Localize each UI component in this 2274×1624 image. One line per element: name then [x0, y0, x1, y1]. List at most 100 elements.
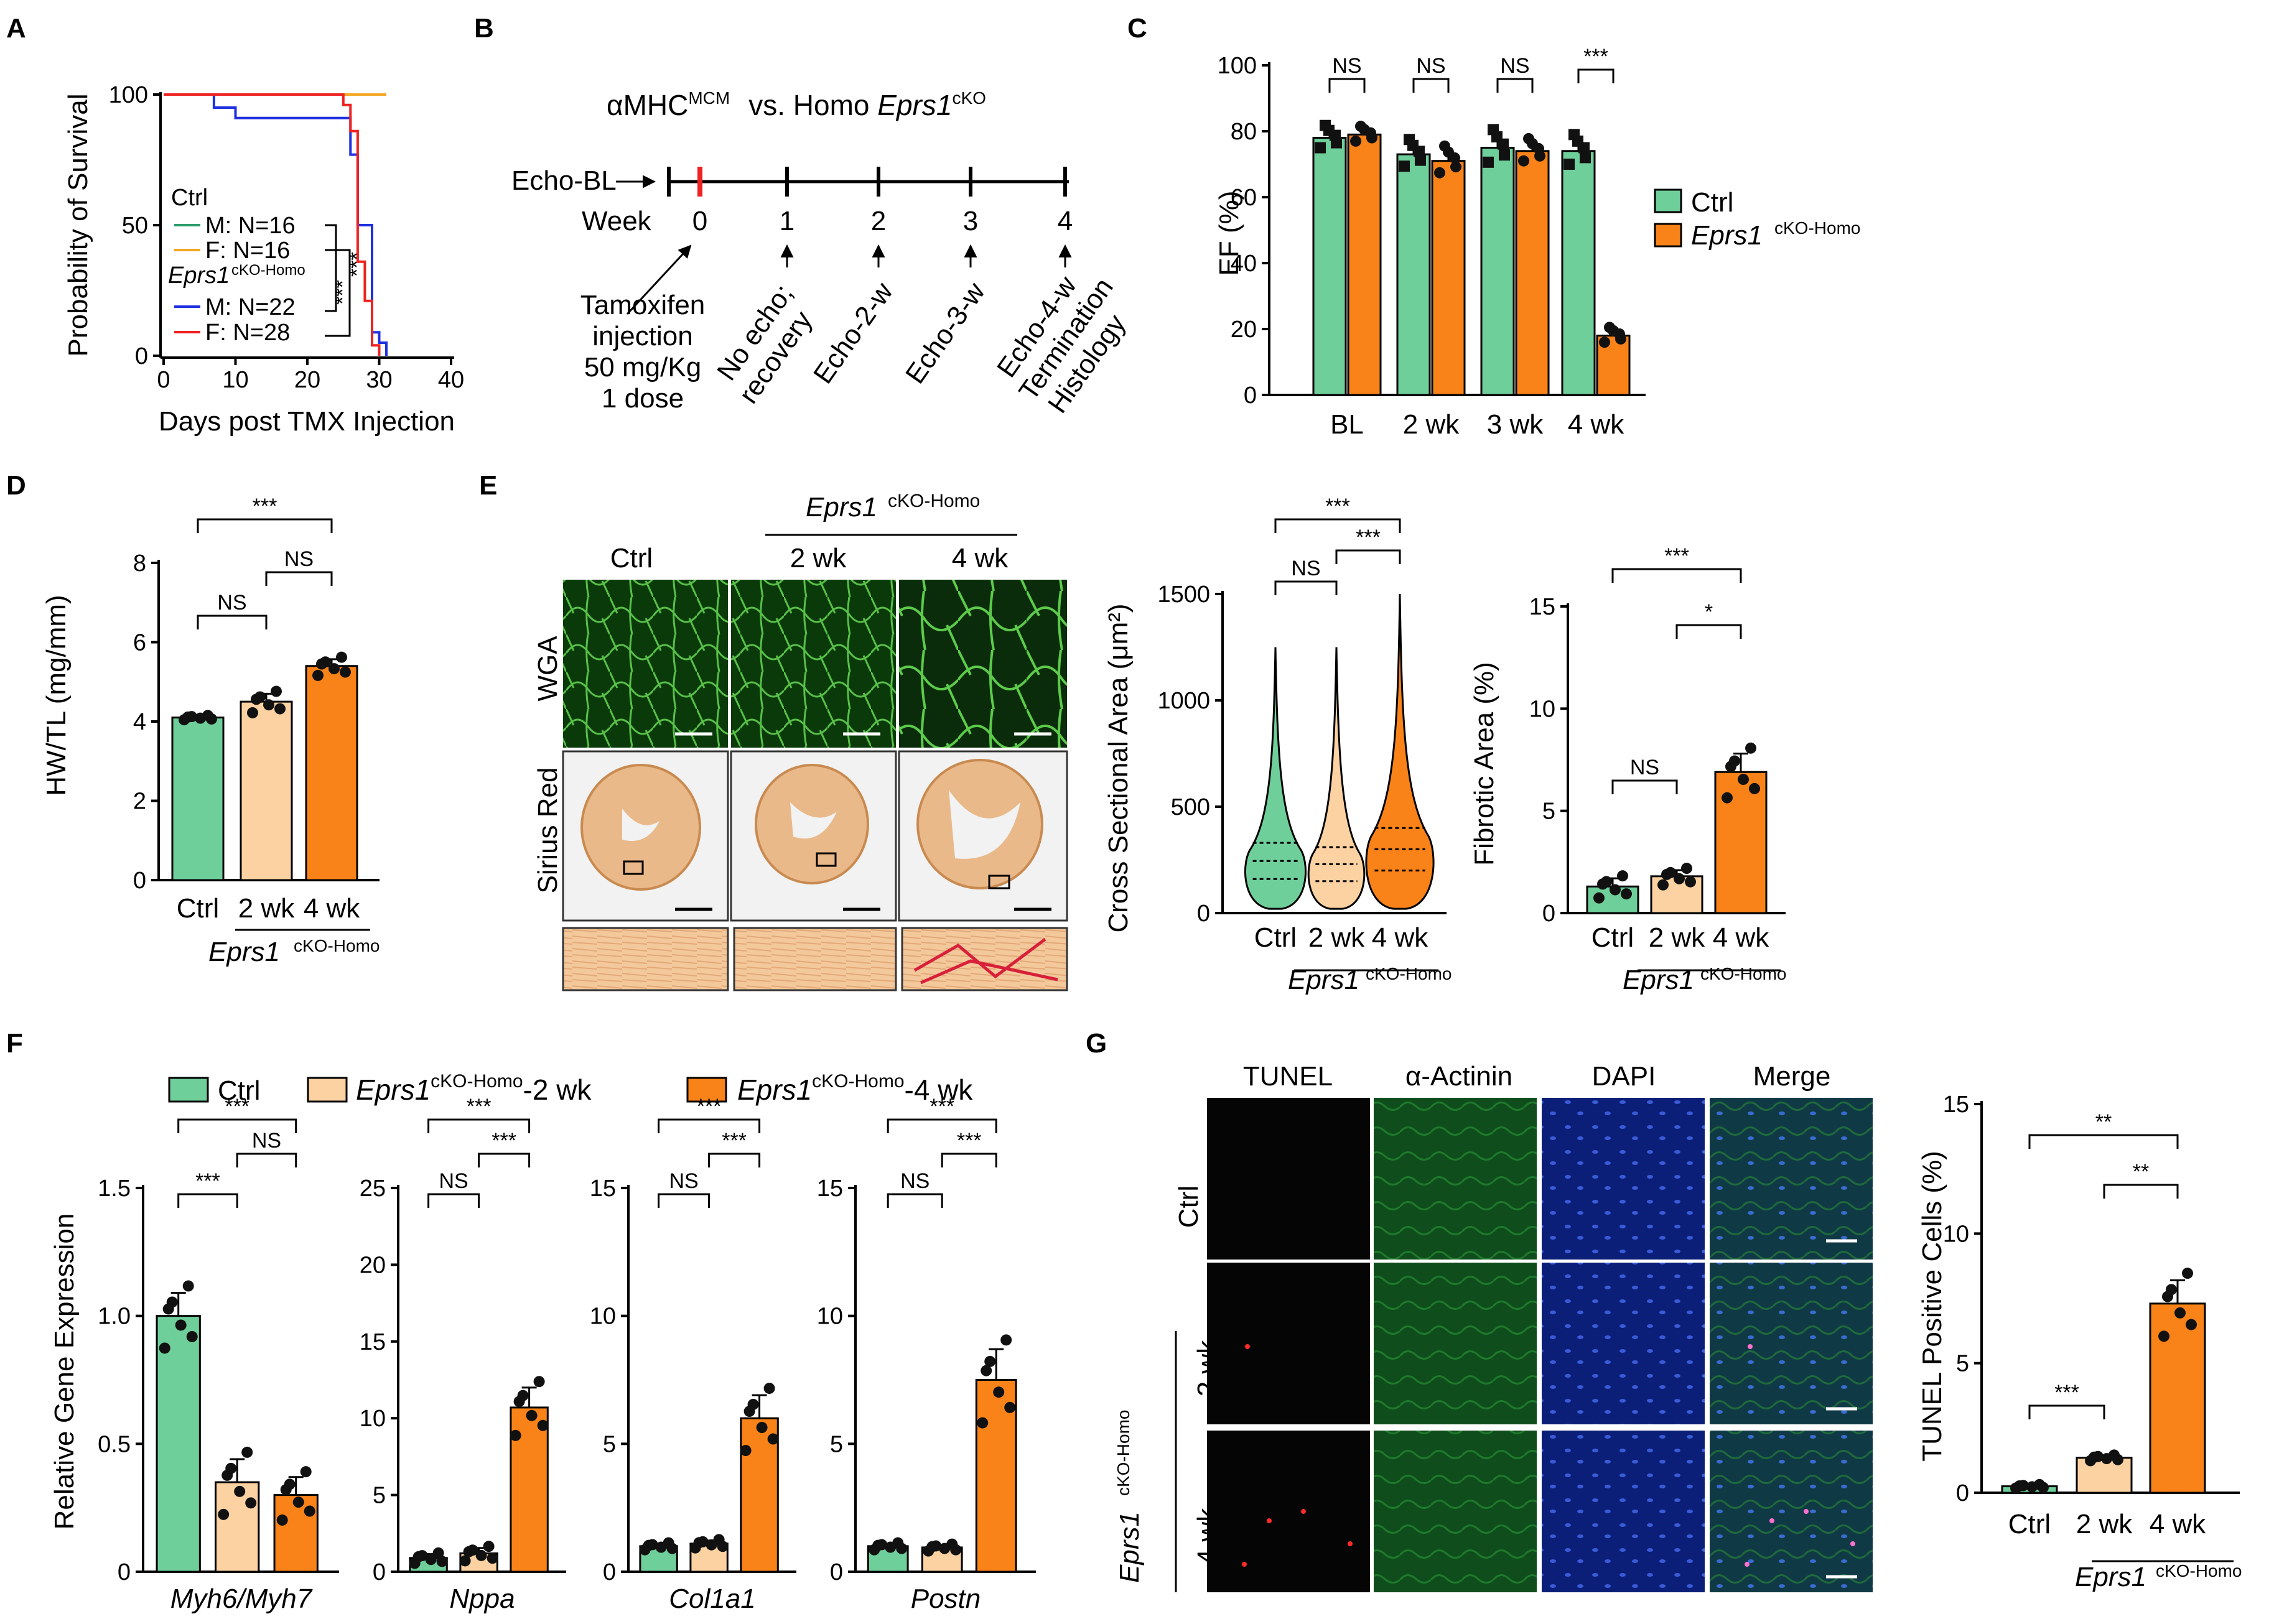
f-legend-4wk: Eprs1cKO-Homo-4 wk: [737, 1071, 973, 1106]
f2-ytick-label: 5: [373, 1483, 386, 1509]
f1-sig-bracket: [236, 1153, 297, 1167]
f3-point: [693, 1537, 705, 1549]
g-ytick-label: 15: [1943, 1092, 1969, 1118]
e-violin-cat-label: 2 wk: [1308, 922, 1365, 953]
e-violin-sig-bracket: [1274, 580, 1338, 595]
e-heart-4wk-lumen: [949, 790, 1020, 859]
f3-gene-label: Col1a1: [669, 1584, 755, 1614]
d-bar: [240, 700, 293, 881]
f4-ytick-label: 5: [830, 1431, 843, 1457]
e-roi-4wk: [988, 875, 1010, 889]
e-fib-ytick-label: 5: [1542, 799, 1555, 825]
g-y-label: TUNEL Positive Cells (%): [1917, 1151, 1947, 1462]
b-echo2: Echo-2-w: [808, 277, 899, 389]
f-legend-ctrl: Ctrl: [218, 1075, 260, 1106]
f1-sig-label: ***: [225, 1095, 249, 1118]
e-violin-sig-bracket: [1335, 549, 1401, 564]
c-cat-label: 2 wk: [1403, 409, 1460, 440]
d-ytick-label: 8: [133, 550, 146, 577]
e-fib-ytick-label: 15: [1529, 594, 1555, 620]
c-ytick-label: 40: [1231, 251, 1257, 277]
panel-d-hwtl-chart: 0 2 4 6 8 Ctrl 2 wk 4 wk NS NS *** HW/TL (mg/mm) E…: [41, 494, 380, 967]
f-legend-4wk-eprs: Eprs1: [737, 1074, 812, 1106]
f2-point: [487, 1552, 498, 1564]
g-merge-dot: [1745, 1562, 1750, 1567]
e-violin-cat-label: 4 wk: [1372, 922, 1428, 953]
a-legend-eprs-f: F: N=28: [205, 320, 290, 346]
c-point: [1320, 119, 1331, 131]
f3-sig-bracket: [658, 1193, 711, 1208]
c-point: [1415, 154, 1426, 166]
f1-sig-label: NS: [252, 1129, 281, 1153]
f2-point: [425, 1554, 437, 1566]
c-point: [1533, 142, 1544, 154]
f2-point: [436, 1556, 448, 1567]
f3-point: [763, 1383, 775, 1394]
g-point: [2182, 1268, 2193, 1279]
c-point: [1483, 156, 1494, 168]
f3-ytick-label: 0: [603, 1559, 616, 1585]
g-cat-label: 2 wk: [2076, 1509, 2133, 1539]
f1-point: [300, 1466, 312, 1478]
g-sig-bracket: [2028, 1134, 2179, 1149]
c-sig-label: NS: [1416, 54, 1445, 78]
d-bar: [305, 665, 358, 881]
a-ytick-label: 50: [122, 213, 148, 239]
f2-point: [526, 1409, 538, 1421]
d-ytick-label: 4: [133, 709, 146, 735]
g-tunel-dot: [1301, 1509, 1306, 1514]
g-image-2wk-merge: [1710, 1263, 1873, 1424]
g-image-ctrl-merge: [1710, 1098, 1873, 1260]
g-image-2wk-tunel: [1207, 1263, 1370, 1424]
a-y-label: Probability of Survival: [63, 93, 93, 356]
c-sig-bracket: [1412, 78, 1450, 93]
e-fib-point: [1597, 878, 1608, 890]
g-cat-label: Ctrl: [2008, 1509, 2051, 1539]
g-image-4wk-tunel: [1207, 1431, 1370, 1592]
d-group-eprs: Eprs1: [208, 937, 280, 967]
f2-point: [463, 1546, 475, 1557]
e-roi-ctrl: [623, 860, 644, 875]
f3-point: [743, 1406, 755, 1418]
e-violin-shape: [1307, 647, 1366, 910]
f3-point: [666, 1543, 678, 1554]
f-legend-2wk-sup: cKO-Homo: [431, 1071, 523, 1092]
a-legend-eprs-m: M: N=22: [205, 294, 296, 320]
g-sig-bracket: [2103, 1184, 2179, 1199]
d-cat-label: 2 wk: [238, 893, 295, 924]
d-sig-bracket: [197, 518, 333, 533]
panel-label-f: F: [6, 1028, 23, 1059]
b-tam-arrow: [626, 244, 692, 315]
f3-point: [767, 1433, 779, 1445]
e-zoom-ctrl-image: [562, 927, 729, 991]
a-sig-1: ***: [345, 252, 369, 277]
e-fib-point: [1745, 742, 1756, 754]
f1-point: [234, 1485, 246, 1497]
b-mcm-sup: MCM: [688, 88, 730, 108]
g-image-ctrl-actinin: [1374, 1098, 1537, 1260]
c-point: [1580, 152, 1591, 164]
e-fib-point: [1722, 792, 1733, 804]
g-tunel-dot: [1242, 1562, 1247, 1567]
c-point: [1414, 146, 1425, 157]
a-xtick-label: 10: [222, 367, 248, 393]
a-ytick-label: 0: [135, 343, 148, 369]
g-ytick-label: 5: [1956, 1351, 1969, 1377]
c-bar: [1561, 150, 1596, 396]
c-ytick-label: 20: [1231, 317, 1257, 343]
f-legend-4wk-suffix: -4 wk: [905, 1074, 974, 1106]
f2-point: [513, 1396, 525, 1408]
g-sig-label: ***: [2054, 1381, 2079, 1404]
b-tam-1: Tamoxifen: [580, 290, 706, 320]
c-sig-label: NS: [1332, 54, 1361, 78]
f4-point: [981, 1365, 992, 1376]
a-xtick-label: 0: [157, 367, 170, 393]
g-col-merge: Merge: [1753, 1061, 1831, 1092]
f1-point: [241, 1446, 253, 1458]
g-row-ctrl: Ctrl: [1173, 1186, 1204, 1228]
panel-label-b: B: [474, 13, 494, 44]
f2-sig-label: ***: [492, 1129, 516, 1153]
b-cko-sup: cKO: [952, 88, 986, 108]
g-tunel-dot: [1348, 1541, 1353, 1546]
e-fib-point: [1674, 873, 1685, 884]
